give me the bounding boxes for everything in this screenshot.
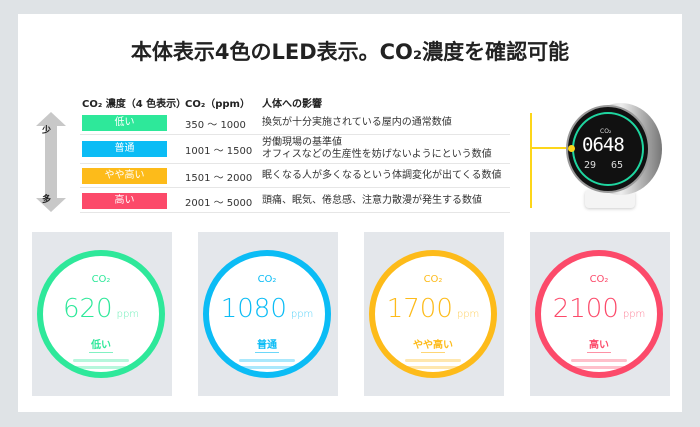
co2-level-card: CO₂ 620 ppm 低い: [32, 232, 172, 396]
co2-gauge-circle: CO₂ 1080 ppm 普通: [203, 250, 331, 378]
unit-label: ppm: [116, 309, 140, 320]
co2-gauge-circle: CO₂ 1700 ppm やや高い: [369, 250, 497, 378]
status-label: 高い: [589, 340, 609, 351]
effect-text: 労働現場の基準値 オフィスなどの生産性を妨げないようにという数値: [262, 137, 492, 161]
divider: [587, 352, 611, 353]
co2-value: 620: [62, 294, 113, 324]
co2-label: CO₂: [91, 274, 111, 285]
effect-text: 換気が十分実施されている屋内の通常数値: [262, 117, 452, 129]
ppm-range: 2001 〜 5000: [185, 198, 253, 209]
status-label: 普通: [257, 340, 277, 351]
unit-label: ppm: [290, 309, 314, 320]
divider: [89, 352, 113, 353]
co2-gauge-circle: CO₂ 620 ppm 低い: [37, 250, 165, 378]
status-label: 低い: [91, 340, 111, 351]
caption-line: [571, 359, 627, 362]
co2-label: CO₂: [589, 274, 609, 285]
caption-line: [239, 359, 295, 362]
device-reading: 0648: [582, 134, 625, 156]
co2-level-card: CO₂ 2100 ppm 高い: [530, 232, 670, 396]
divider: [421, 352, 445, 353]
caption-line: [405, 359, 461, 362]
caption-line: [405, 366, 461, 369]
device-co2-label: CO₂: [600, 128, 612, 135]
level-badge: 高い: [82, 193, 167, 209]
level-badge: 低い: [82, 115, 167, 131]
co2-level-card: CO₂ 1080 ppm 普通: [198, 232, 338, 396]
header-level: CO₂ 濃度（4 色表示）: [82, 99, 187, 110]
arrow-label-high: 多: [42, 195, 52, 205]
caption-line: [571, 366, 627, 369]
divider: [255, 352, 279, 353]
page-title: 本体表示4色のLED表示。CO₂濃度を確認可能: [130, 40, 570, 64]
caption-line: [239, 366, 295, 369]
table-row: 高い 2001 〜 5000 頭痛、眠気、倦怠感、注意力散漫が発生する数値: [80, 189, 510, 213]
co2-label: CO₂: [257, 274, 277, 285]
ppm-range: 1001 〜 1500: [185, 146, 253, 157]
caption-line: [73, 366, 129, 369]
unit-label: ppm: [456, 309, 480, 320]
header-ppm: CO₂（ppm）: [185, 99, 250, 110]
effect-line: 労働現場の基準値: [262, 137, 342, 148]
co2-level-card: CO₂ 1700 ppm やや高い: [364, 232, 504, 396]
table-row: やや高い 1501 〜 2000 眠くなる人が多くなるという体調変化が出てくる数…: [80, 164, 510, 188]
co2-label: CO₂: [423, 274, 443, 285]
device-humidity: 65: [611, 160, 624, 171]
range-arrow-icon: [36, 112, 66, 212]
co2-value: 2100: [552, 294, 619, 324]
arrow-label-low: 少: [42, 126, 52, 136]
level-badge: やや高い: [82, 168, 167, 184]
ppm-range: 350 〜 1000: [185, 120, 246, 131]
effect-line: オフィスなどの生産性を妨げないようにという数値: [262, 149, 492, 160]
co2-value: 1080: [220, 294, 287, 324]
device-temp: 29: [584, 160, 597, 171]
unit-label: ppm: [622, 309, 646, 320]
table-row: 低い 350 〜 1000 換気が十分実施されている屋内の通常数値: [80, 111, 510, 135]
effect-text: 頭痛、眠気、倦怠感、注意力散漫が発生する数値: [262, 195, 482, 207]
table-row: 普通 1001 〜 1500 労働現場の基準値 オフィスなどの生産性を妨げないよう…: [80, 137, 510, 164]
co2-value: 1700: [386, 294, 453, 324]
status-label: やや高い: [413, 340, 453, 351]
effect-line: 眠くなる人が多くなるという体調変化が出てくる数値: [262, 170, 502, 181]
effect-line: 頭痛、眠気、倦怠感、注意力散漫が発生する数値: [262, 195, 482, 206]
effect-line: 換気が十分実施されている屋内の通常数値: [262, 117, 452, 128]
caption-line: [73, 359, 129, 362]
effect-text: 眠くなる人が多くなるという体調変化が出てくる数値: [262, 170, 502, 182]
level-badge: 普通: [82, 141, 167, 157]
co2-gauge-circle: CO₂ 2100 ppm 高い: [535, 250, 663, 378]
header-effect: 人体への影響: [262, 99, 322, 110]
ppm-range: 1501 〜 2000: [185, 173, 253, 184]
